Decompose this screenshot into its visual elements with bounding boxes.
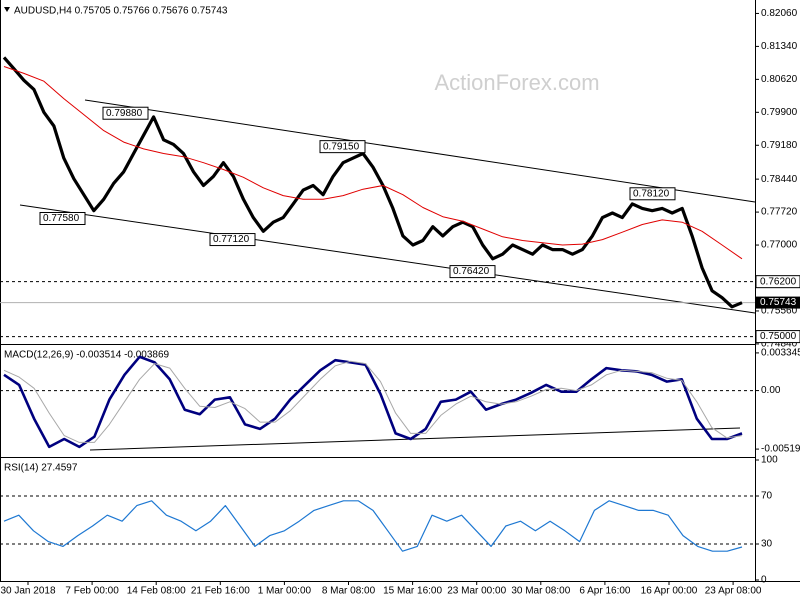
watermark: ActionForex.com [434,70,599,95]
x-tick-label: 6 Apr 16:00 [579,586,631,597]
y-tick-label: 30 [761,539,773,550]
price-annotation-box [319,140,366,154]
series-line [2,56,743,309]
y-tick-label: 0.80620 [761,74,798,85]
level-label-box [755,330,800,344]
series-line [3,355,743,449]
panel-title: RSI(14) 27.4597 [4,463,78,474]
level-label: 0.75000 [760,331,797,342]
x-tick-label: 8 Mar 08:00 [322,586,376,597]
menu-arrow [4,7,10,12]
y-tick-label: 0.77720 [761,207,798,218]
y-tick-label: 0.74840 [761,339,798,350]
y-tick-label: 0.003345 [761,348,800,359]
price-annotation-box [209,233,256,247]
macd-trendline [89,427,741,451]
channel-lower [19,204,756,314]
x-tick-label: 15 Mar 16:00 [383,586,442,597]
y-tick-label: 0.82060 [761,8,798,19]
x-tick-label: 21 Feb 16:00 [191,586,250,597]
x-tick-label: 7 Feb 00:00 [65,586,119,597]
x-tick-label: 30 Mar 08:00 [511,586,570,597]
price-annotation-box [449,265,496,279]
y-tick-label: 100 [761,455,778,466]
y-tick-label: 0 [761,575,767,586]
last-price-box [756,296,800,309]
x-tick-label: 23 Apr 08:00 [705,586,762,597]
series-line [3,66,743,260]
y-tick-label: 0.77000 [761,240,798,251]
y-tick-label: 0.78440 [761,174,798,185]
price-annotation: 0.76420 [453,266,490,277]
price-annotation: 0.77120 [213,234,250,245]
level-label: 0.76200 [760,276,797,287]
y-tick-label: 0.81340 [761,41,798,52]
x-tick-label: 30 Jan 2018 [0,586,55,597]
y-tick-label: 0.00 [761,385,781,396]
price-annotation: 0.77580 [43,213,80,224]
x-tick-label: 16 Apr 00:00 [641,586,698,597]
price-annotation: 0.78120 [633,188,670,199]
panel-title: MACD(12,26,9) -0.003514 -0.003869 [4,350,170,361]
price-annotation-box [629,187,676,201]
y-tick-label: 0.79900 [761,107,798,118]
series-line [3,360,743,443]
y-tick-label: 0.79180 [761,140,798,151]
x-tick-label: 1 Mar 00:00 [258,586,312,597]
last-price-label: 0.75743 [760,297,797,308]
price-annotation-box [39,212,86,226]
y-tick-label: 0.75560 [761,306,798,317]
y-tick-label: 70 [761,491,773,502]
price-annotation: 0.79880 [106,108,143,119]
y-tick-label: -0.005197 [761,444,800,455]
x-tick-label: 14 Feb 08:00 [127,586,186,597]
x-tick-label: 23 Mar 00:00 [447,586,506,597]
channel-upper [84,99,756,203]
series-line [3,500,743,552]
price-annotation-box [102,106,149,120]
panel-title: AUDUSD,H4 0.75705 0.75766 0.75676 0.7574… [14,6,228,17]
price-annotation: 0.79150 [323,141,360,152]
level-label-box [755,275,800,289]
